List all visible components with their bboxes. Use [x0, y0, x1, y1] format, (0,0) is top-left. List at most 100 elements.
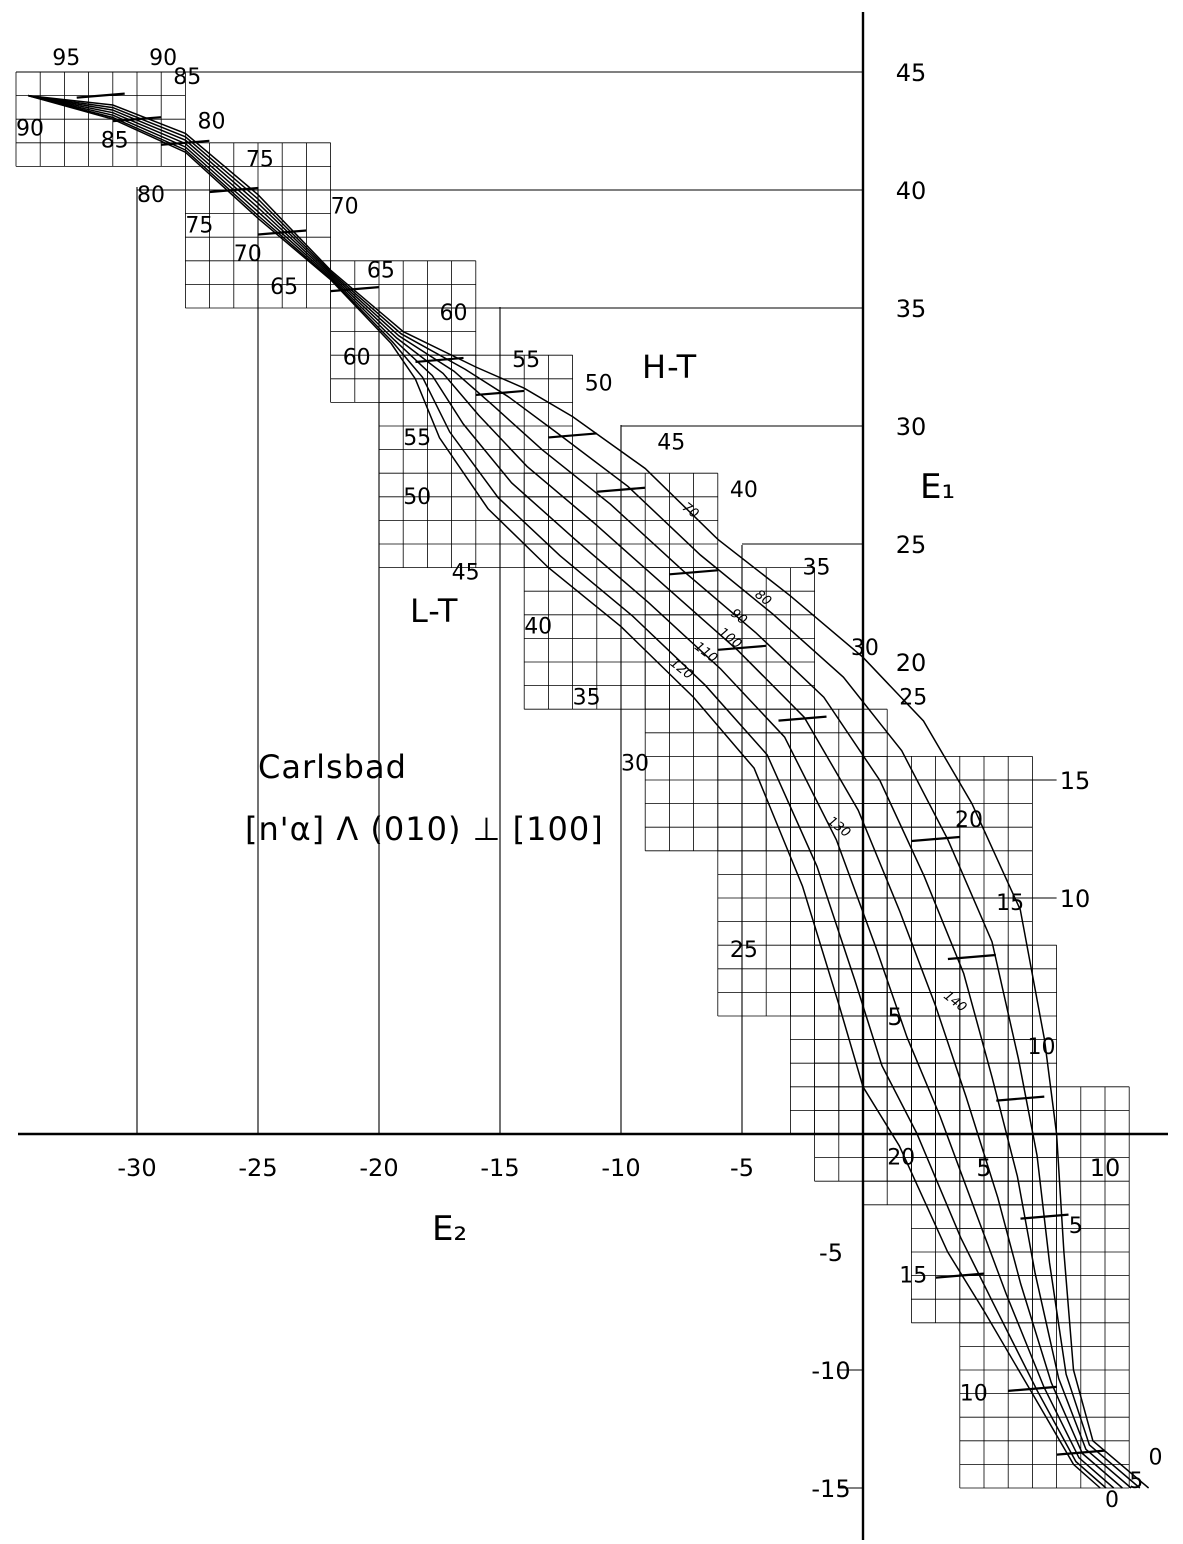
an-content-label: 70: [679, 500, 701, 522]
boundary-mark: [209, 186, 258, 194]
y-tick-label: 10: [1060, 885, 1091, 913]
boundary-mark: [778, 715, 827, 722]
boundary-mark: [911, 835, 960, 843]
label-layer: -30 -25 -20 -15 -10 -5 5 10 -15 -10 -5 5 10 15 20 25 30 3…: [16, 46, 1163, 1513]
ht-angle-label: 5: [1069, 1214, 1083, 1239]
y-tick-label: 15: [1060, 767, 1091, 795]
boundary-mark: [258, 229, 307, 236]
lt-angle-label: 90: [16, 117, 44, 142]
an-content-label: 80: [752, 587, 774, 609]
ht-angle-label: 80: [198, 110, 226, 135]
x-tick-label: -20: [359, 1154, 398, 1182]
boundary-mark: [330, 286, 379, 293]
lt-angle-label: 45: [452, 560, 480, 585]
lt-angle-label: 25: [730, 938, 758, 963]
ht-angle-label: 55: [512, 348, 540, 373]
x-tick-label: -30: [117, 1154, 156, 1182]
boundary-mark: [947, 953, 996, 961]
boundary-mark: [935, 1272, 984, 1279]
x-tick-label: -10: [601, 1154, 640, 1182]
lt-angle-label: 40: [524, 615, 552, 640]
boundary-mark: [717, 644, 767, 651]
ht-angle-label: 85: [173, 65, 201, 90]
boundary-mark: [1020, 1213, 1069, 1220]
boundary-mark: [475, 389, 525, 397]
boundary-mark: [1056, 1449, 1105, 1456]
series-label-lt: L-T: [410, 592, 458, 630]
lt-angle-label: 15: [899, 1264, 927, 1289]
y-tick-label: 35: [896, 295, 927, 323]
y-tick-label: 30: [896, 413, 927, 441]
boundary-mark: [1008, 1385, 1057, 1392]
ht-angle-label: 35: [803, 556, 831, 581]
axis-layer: [18, 12, 1168, 1540]
ht-angle-label: 40: [730, 478, 758, 503]
ht-angle-label: 0: [1149, 1445, 1163, 1470]
ht-angle-label: 50: [585, 372, 613, 397]
boundary-mark: [76, 92, 125, 99]
an-content-label: 130: [824, 814, 853, 841]
boundary-mark: [415, 356, 464, 364]
boundary-mark: [161, 139, 210, 146]
y-tick-label: -15: [811, 1475, 850, 1503]
ht-angle-label: 75: [246, 147, 274, 172]
ht-angle-label: 95: [52, 46, 80, 71]
ht-angle-label: 30: [851, 636, 879, 661]
chart-title: Carlsbad: [258, 748, 407, 786]
boundary-mark: [596, 486, 646, 493]
lt-angle-label: 35: [573, 685, 601, 710]
y-tick-label: -5: [819, 1239, 843, 1267]
x-tick-label: 5: [976, 1154, 991, 1182]
x-tick-label: -5: [730, 1154, 754, 1182]
series-label-ht: H-T: [642, 348, 697, 386]
lt-angle-label: 60: [343, 346, 371, 371]
lt-angle-label: 55: [403, 426, 431, 451]
chart-subtitle: [n'α] Λ (010) ⊥ [100]: [245, 810, 604, 848]
boundary-mark-layer: [76, 92, 1105, 1456]
x-tick-label: -25: [238, 1154, 277, 1182]
ht-angle-label: 25: [899, 685, 927, 710]
boundary-mark: [548, 432, 597, 439]
y-tick-label: -10: [811, 1357, 850, 1385]
lt-angle-label: 85: [101, 129, 129, 154]
lt-angle-label: 65: [270, 275, 298, 300]
y-tick-label: 20: [896, 649, 927, 677]
lt-angle-label: 0: [1105, 1488, 1119, 1513]
companion-curve: [27, 94, 1132, 1489]
ht-angle-label: 70: [331, 195, 359, 220]
curve-layer: [27, 94, 1150, 1489]
y-axis-label: E₁: [920, 467, 955, 507]
series-line: [27, 94, 1101, 1489]
y-tick-label: 40: [896, 177, 927, 205]
y-tick-label: 45: [896, 59, 927, 87]
companion-curve: [27, 94, 1141, 1489]
y-tick-label: 5: [887, 1003, 902, 1031]
x-tick-label: 10: [1090, 1154, 1121, 1182]
boundary-mark: [112, 116, 162, 123]
boundary-mark: [669, 569, 718, 576]
ht-angle-label: 65: [367, 258, 395, 283]
lt-angle-label: 70: [234, 242, 262, 267]
companion-curve: [27, 94, 1123, 1489]
x-tick-label: -15: [480, 1154, 519, 1182]
y-tick-label: 25: [896, 531, 927, 559]
lt-angle-label: 20: [887, 1146, 915, 1171]
companion-curve: [27, 94, 1115, 1489]
ht-angle-label: 45: [657, 431, 685, 456]
companion-curve: [27, 94, 1107, 1489]
x-axis-label: E₂: [432, 1209, 467, 1249]
lt-angle-label: 30: [621, 752, 649, 777]
lt-angle-label: 80: [137, 183, 165, 208]
ht-angle-label: 10: [1028, 1035, 1056, 1060]
ht-angle-label: 20: [955, 808, 983, 833]
ht-angle-label: 15: [996, 891, 1024, 916]
an-content-label: 120: [667, 656, 696, 683]
ht-angle-label: 90: [149, 46, 177, 71]
lt-angle-label: 10: [960, 1382, 988, 1407]
boundary-mark: [996, 1095, 1045, 1102]
ht-angle-label: 60: [440, 301, 468, 326]
lt-angle-label: 75: [185, 213, 213, 238]
lt-angle-label: 50: [403, 485, 431, 510]
lt-angle-label: 5: [1129, 1469, 1143, 1494]
